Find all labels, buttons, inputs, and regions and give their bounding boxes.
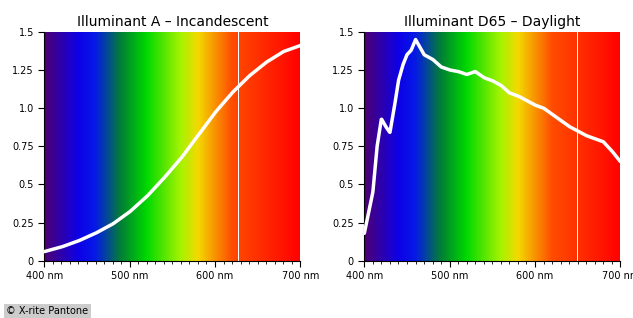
Title: Illuminant A – Incandescent: Illuminant A – Incandescent — [77, 15, 268, 29]
Title: Illuminant D65 – Daylight: Illuminant D65 – Daylight — [404, 15, 580, 29]
Text: © X-rite Pantone: © X-rite Pantone — [6, 307, 89, 316]
